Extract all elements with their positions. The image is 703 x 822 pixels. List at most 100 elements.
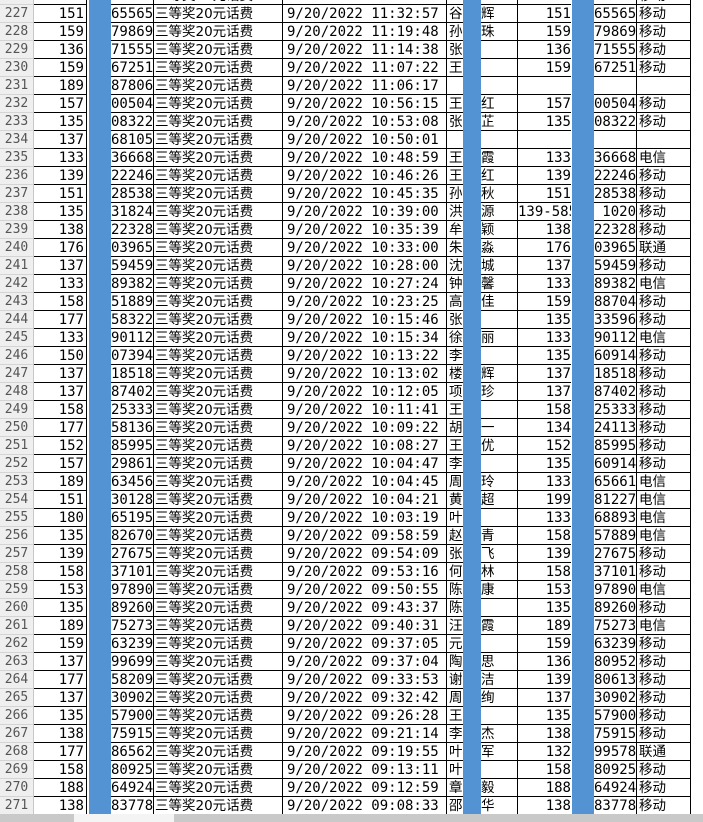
cell-suffix[interactable]: 00504 (111, 95, 154, 113)
cell-prefix[interactable]: 159 (34, 23, 87, 41)
cell-suffix[interactable]: 37101 (111, 563, 154, 581)
cell-datetime[interactable]: 9/20/2022 10:53:08 (283, 113, 447, 131)
cell-phone-suffix[interactable]: 71555 (594, 41, 637, 59)
cell-datetime[interactable]: 9/20/2022 10:11:41 (283, 401, 447, 419)
cell-given-name[interactable]: 青 (481, 527, 518, 545)
cell-phone-prefix[interactable] (518, 131, 571, 149)
cell-datetime[interactable]: 9/20/2022 09:37:05 (283, 635, 447, 653)
cell-phone-prefix[interactable]: 137 (518, 383, 571, 401)
cell-suffix[interactable]: 57900 (111, 707, 154, 725)
cell-datetime[interactable]: 9/20/2022 10:28:00 (283, 257, 447, 275)
cell-surname[interactable]: 叶 (447, 510, 463, 527)
cell-prize[interactable]: 三等奖20元话费 (154, 239, 283, 257)
cell-prefix[interactable]: 137 (34, 365, 87, 383)
cell-surname[interactable]: 王 (447, 60, 463, 77)
cell-carrier[interactable] (637, 77, 691, 95)
cell-surname[interactable]: 王 (447, 150, 463, 167)
cell-prize[interactable]: 三等奖20元话费 (154, 527, 283, 545)
cell-phone-prefix[interactable] (518, 77, 571, 95)
cell-phone-suffix[interactable]: 1020 (594, 203, 637, 221)
cell-prefix[interactable]: 177 (34, 671, 87, 689)
cell-surname[interactable]: 洪 (447, 204, 463, 221)
cell-datetime[interactable]: 9/20/2022 10:15:34 (283, 329, 447, 347)
cell-surname[interactable]: 徐 (447, 330, 463, 347)
cell-carrier[interactable]: 移动 (637, 293, 691, 311)
cell-datetime[interactable]: 9/20/2022 10:35:39 (283, 221, 447, 239)
cell-given-name[interactable]: 玲 (481, 473, 518, 491)
cell-surname[interactable]: 孙 (447, 186, 463, 203)
cell-surname[interactable]: 元 (447, 636, 463, 653)
cell-prize[interactable]: 三等奖20元话费 (154, 797, 283, 815)
cell-suffix[interactable]: 30902 (111, 689, 154, 707)
cell-given-name[interactable]: 红 (481, 95, 518, 113)
cell-phone-prefix[interactable]: 189 (518, 617, 571, 635)
cell-surname[interactable]: 李 (447, 348, 463, 365)
cell-phone-suffix[interactable]: 28538 (594, 185, 637, 203)
cell-given-name[interactable]: 颖 (481, 221, 518, 239)
cell-phone-suffix[interactable]: 80613 (594, 671, 637, 689)
cell-given-name[interactable] (481, 131, 518, 149)
cell-phone-prefix[interactable]: 133 (518, 149, 571, 167)
cell-surname[interactable] (447, 131, 463, 149)
cell-datetime[interactable]: 9/20/2022 10:50:01 (283, 131, 447, 149)
cell-prize[interactable]: 三等奖20元话费 (154, 599, 283, 617)
cell-given-name[interactable] (481, 311, 518, 329)
cell-surname[interactable]: 钟 (447, 276, 463, 293)
cell-prize[interactable]: 三等奖20元话费 (154, 779, 283, 797)
cell-surname[interactable]: 张 (447, 114, 463, 131)
cell-carrier[interactable]: 移动 (637, 779, 691, 797)
cell-carrier[interactable]: 移动 (637, 545, 691, 563)
cell-prize[interactable]: 三等奖20元话费 (154, 671, 283, 689)
cell-datetime[interactable]: 9/20/2022 09:54:09 (283, 545, 447, 563)
cell-suffix[interactable]: 63456 (111, 473, 154, 491)
cell-phone-prefix[interactable]: 135 (518, 113, 571, 131)
cell-datetime[interactable] (283, 0, 447, 5)
cell-given-name[interactable]: 辉 (481, 365, 518, 383)
cell-prize[interactable]: 三等奖20元话费 (154, 545, 283, 563)
cell-suffix[interactable]: 58136 (111, 419, 154, 437)
cell-phone-suffix[interactable]: 60914 (594, 455, 637, 473)
cell-given-name[interactable]: 军 (481, 743, 518, 761)
cell-prefix[interactable]: 133 (34, 329, 87, 347)
cell-prefix[interactable]: 138 (34, 725, 87, 743)
cell-phone-suffix[interactable]: 83778 (594, 797, 637, 815)
cell-suffix[interactable]: 18518 (111, 365, 154, 383)
cell-prefix[interactable]: 139 (34, 545, 87, 563)
cell-phone-suffix[interactable]: 22328 (594, 221, 637, 239)
cell-prefix[interactable]: 135 (34, 113, 87, 131)
cell-given-name[interactable]: 飞 (481, 545, 518, 563)
cell-prize[interactable]: 三等奖20元话费 (154, 725, 283, 743)
cell-suffix[interactable]: 83778 (111, 797, 154, 815)
cell-prize[interactable]: 三等奖20元话费 (154, 491, 283, 509)
cell-datetime[interactable]: 9/20/2022 10:39:00 (283, 203, 447, 221)
cell-given-name[interactable] (481, 509, 518, 527)
cell-prize[interactable]: 三等奖20元话费 (154, 347, 283, 365)
cell-phone-prefix[interactable]: 137 (518, 689, 571, 707)
cell-phone-suffix[interactable]: 33596 (594, 311, 637, 329)
cell-phone-suffix[interactable]: 68893 (594, 509, 637, 527)
cell-phone-prefix[interactable]: 158 (518, 761, 571, 779)
cell-carrier[interactable]: 移动 (637, 167, 691, 185)
cell-prefix[interactable]: 189 (34, 617, 87, 635)
cell-surname[interactable]: 陈 (447, 600, 463, 617)
cell-prize[interactable]: 三等奖20元话费 (154, 293, 283, 311)
cell-prize[interactable]: 三等奖20元话费 (154, 167, 283, 185)
cell-surname[interactable]: 赵 (447, 528, 463, 545)
cell-phone-prefix[interactable]: 135 (518, 347, 571, 365)
cell-phone-suffix[interactable]: 89260 (594, 599, 637, 617)
cell-datetime[interactable]: 9/20/2022 11:19:48 (283, 23, 447, 41)
cell-given-name[interactable] (481, 401, 518, 419)
cell-prefix[interactable]: 133 (34, 149, 87, 167)
cell-prize[interactable]: 三等奖20元话费 (154, 419, 283, 437)
cell-datetime[interactable]: 9/20/2022 09:33:53 (283, 671, 447, 689)
cell-phone-prefix[interactable]: 153 (518, 581, 571, 599)
cell-prefix[interactable]: 151 (34, 5, 87, 23)
cell-suffix[interactable]: 58322 (111, 311, 154, 329)
cell-prize[interactable]: 三等奖20元话费 (154, 257, 283, 275)
cell-phone-suffix[interactable]: 80925 (594, 761, 637, 779)
cell-prize[interactable]: 三等奖20元话费 (154, 311, 283, 329)
cell-suffix[interactable]: 36668 (111, 149, 154, 167)
cell-suffix[interactable]: 99699 (111, 653, 154, 671)
cell-carrier[interactable]: 移动 (637, 383, 691, 401)
cell-prefix[interactable]: 135 (34, 203, 87, 221)
